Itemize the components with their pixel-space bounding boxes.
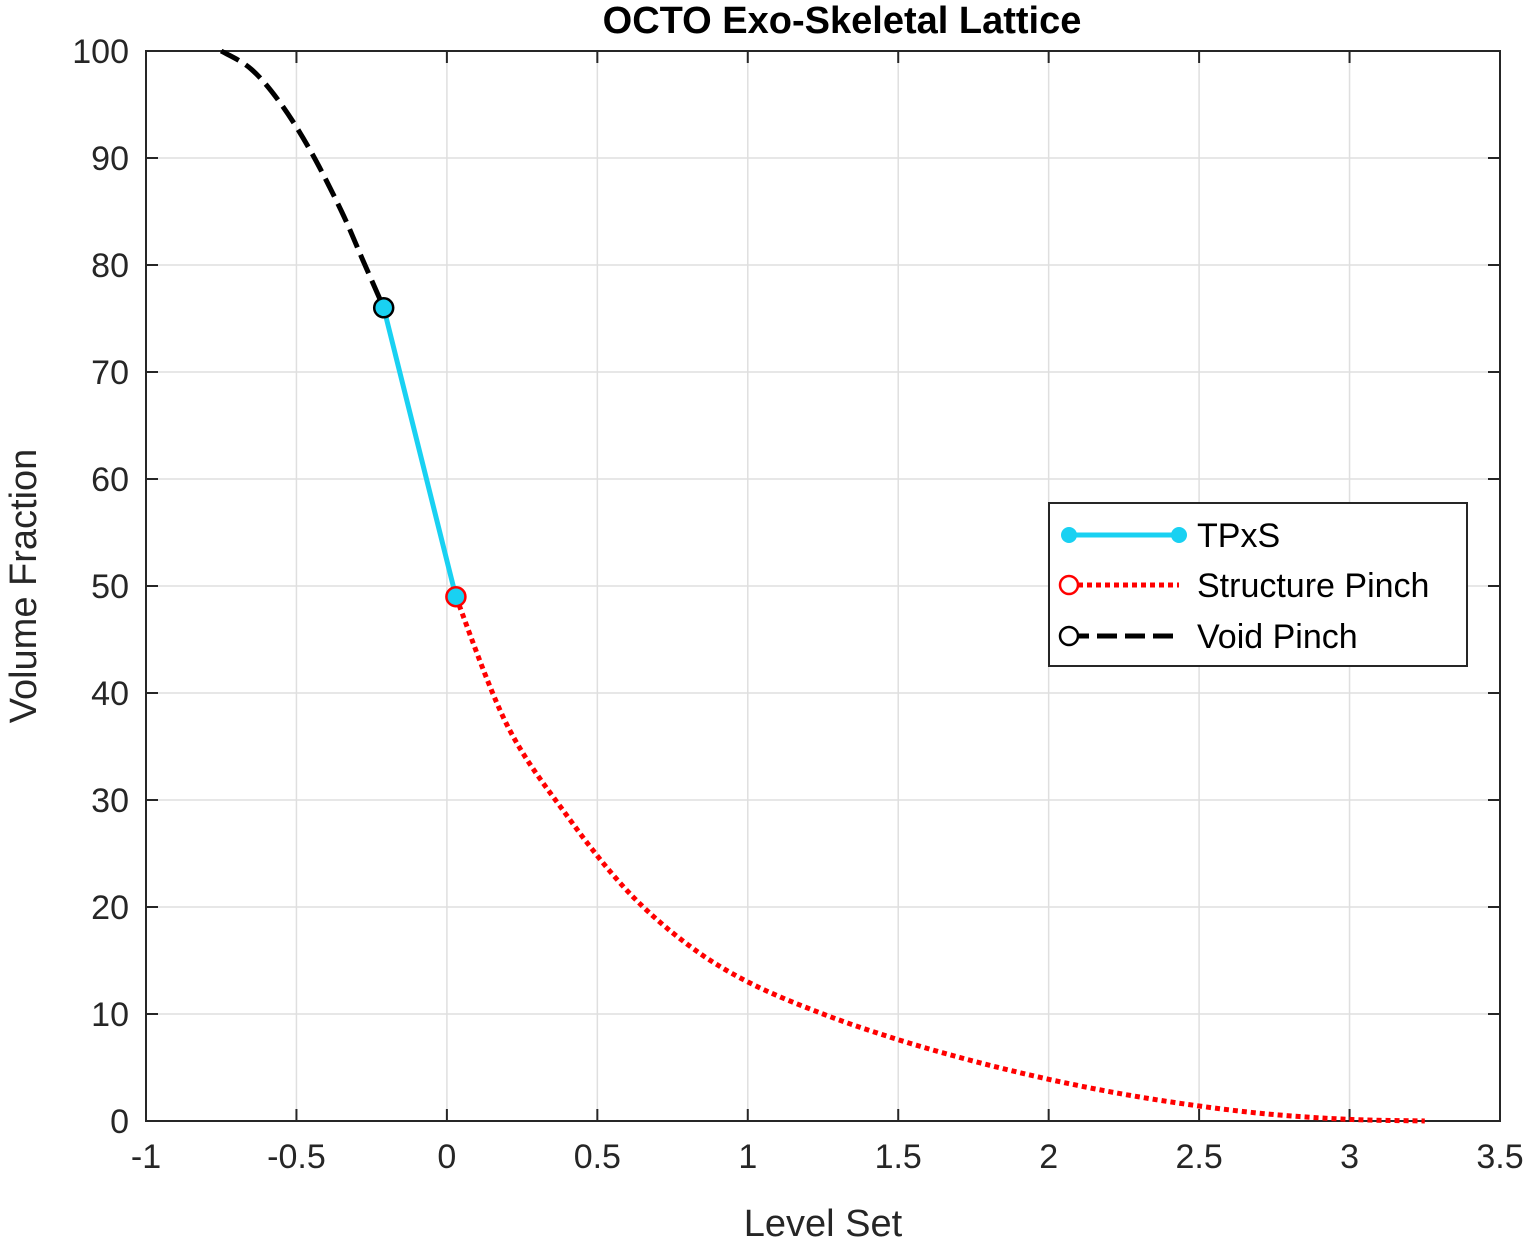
legend-entry-tpxs: TPxS <box>1061 517 1280 555</box>
legend: TPxS Structure Pinch Void Pinch <box>1048 502 1468 667</box>
x-tick-label: 2 <box>1039 1138 1058 1176</box>
legend-marker-void-pinch <box>1058 625 1080 647</box>
point-tpxs-end <box>445 585 467 608</box>
legend-label-tpxs: TPxS <box>1197 517 1280 555</box>
x-tick-label: -0.5 <box>267 1138 326 1176</box>
x-tick-label: 3.5 <box>1476 1138 1523 1176</box>
x-tick-label: 2.5 <box>1175 1138 1222 1176</box>
y-tick-label: 60 <box>91 461 129 499</box>
y-tick-label: 0 <box>110 1103 129 1141</box>
grid <box>146 51 1500 1121</box>
legend-entry-structure-pinch: Structure Pinch <box>1058 567 1429 605</box>
legend-marker-structure-pinch <box>1058 574 1080 596</box>
x-axis-ticks: -1 -0.5 0 0.5 1 1.5 2 2.5 3 3.5 <box>131 51 1524 1176</box>
legend-marker-tpxs-left <box>1061 527 1077 543</box>
series-layer <box>219 48 1425 1124</box>
y-tick-label: 50 <box>91 568 129 606</box>
y-axis-ticks: 0 10 20 30 40 50 60 70 80 90 100 <box>72 33 1500 1141</box>
series-line-tpxs <box>381 307 459 598</box>
legend-box <box>1048 502 1468 667</box>
y-tick-label: 40 <box>91 675 129 713</box>
chart-title: OCTO Exo-Skeletal Lattice <box>603 0 1082 42</box>
x-tick-label: 1.5 <box>875 1138 922 1176</box>
legend-marker-tpxs-right <box>1171 527 1187 543</box>
y-axis-label: Volume Fraction <box>3 449 45 724</box>
y-tick-label: 100 <box>72 33 129 71</box>
series-line-structure-pinch <box>453 595 1425 1124</box>
y-tick-label: 10 <box>91 996 129 1034</box>
x-axis-label: Level Set <box>744 1203 903 1244</box>
x-tick-label: -1 <box>131 1138 161 1176</box>
legend-label-structure-pinch: Structure Pinch <box>1197 567 1429 605</box>
x-tick-label: 1 <box>738 1138 757 1176</box>
y-tick-label: 20 <box>91 889 129 927</box>
y-tick-label: 90 <box>91 140 129 178</box>
x-tick-label: 3 <box>1340 1138 1359 1176</box>
legend-entry-void-pinch: Void Pinch <box>1058 618 1358 656</box>
x-tick-label: 0.5 <box>574 1138 621 1176</box>
x-tick-label: 0 <box>437 1138 456 1176</box>
point-tpxs-start <box>372 297 395 319</box>
y-tick-label: 30 <box>91 782 129 820</box>
y-tick-label: 70 <box>91 354 129 392</box>
legend-label-void-pinch: Void Pinch <box>1197 618 1358 656</box>
series-line-void-pinch <box>219 48 386 309</box>
y-tick-label: 80 <box>91 247 129 285</box>
